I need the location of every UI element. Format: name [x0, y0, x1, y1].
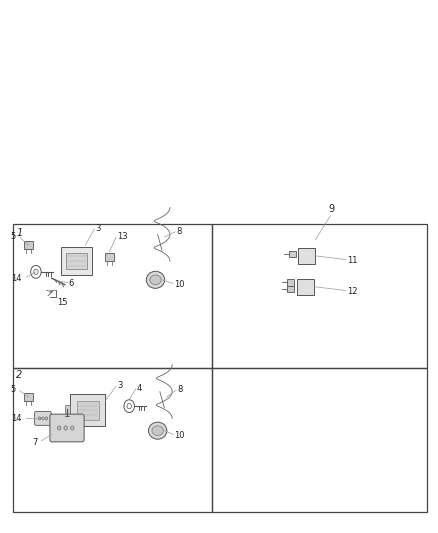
Bar	[287, 286, 294, 292]
Text: 3: 3	[117, 381, 122, 390]
Ellipse shape	[150, 275, 161, 285]
Text: 5: 5	[10, 385, 15, 394]
Bar	[24, 241, 33, 249]
Text: 10: 10	[174, 280, 184, 288]
Bar	[297, 279, 314, 295]
Ellipse shape	[148, 422, 167, 439]
Bar	[287, 279, 294, 286]
Text: 5: 5	[10, 232, 15, 240]
Bar	[289, 251, 296, 257]
Text: 10: 10	[174, 431, 184, 440]
Circle shape	[57, 426, 61, 430]
Bar	[212, 224, 427, 368]
Text: 4: 4	[137, 384, 142, 392]
Text: 14: 14	[11, 414, 22, 423]
Circle shape	[42, 417, 44, 420]
Text: 1: 1	[16, 228, 22, 238]
Text: 7: 7	[32, 438, 37, 447]
Text: 11: 11	[347, 256, 357, 264]
Bar	[24, 393, 33, 401]
Bar	[212, 368, 427, 512]
Text: 6: 6	[69, 279, 74, 287]
Text: 2: 2	[16, 370, 22, 381]
Circle shape	[38, 417, 41, 420]
Text: 13: 13	[117, 232, 127, 240]
Bar	[77, 401, 99, 420]
Bar	[66, 253, 87, 269]
Bar	[61, 247, 92, 275]
FancyBboxPatch shape	[50, 414, 84, 442]
Bar	[105, 253, 114, 261]
Text: 3: 3	[95, 224, 100, 232]
Text: 14: 14	[11, 274, 22, 282]
Text: 15: 15	[57, 298, 67, 308]
Bar	[13, 368, 212, 512]
Ellipse shape	[152, 426, 163, 435]
Circle shape	[64, 426, 67, 430]
Circle shape	[127, 403, 131, 409]
Bar	[13, 224, 212, 368]
Text: 12: 12	[347, 287, 357, 295]
Circle shape	[34, 269, 38, 274]
Text: 8: 8	[177, 385, 182, 393]
Circle shape	[71, 426, 74, 430]
Bar	[298, 248, 315, 264]
Bar	[65, 405, 70, 416]
Text: 9: 9	[328, 204, 335, 214]
Ellipse shape	[146, 271, 165, 288]
Text: 8: 8	[176, 227, 181, 236]
Circle shape	[45, 417, 48, 420]
FancyBboxPatch shape	[35, 411, 51, 425]
Bar	[70, 394, 105, 426]
